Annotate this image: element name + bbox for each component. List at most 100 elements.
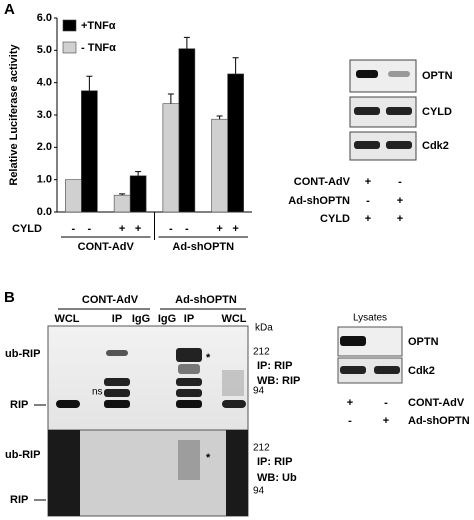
sign: - <box>169 223 173 235</box>
blot-panel-b: CONT-AdV Ad-shOPTN WCL IP IgG IgG IP WCL… <box>5 294 300 517</box>
band <box>386 107 412 115</box>
ip-label: IP: RIP <box>257 360 292 372</box>
blot <box>47 325 249 431</box>
sign: - <box>72 223 76 235</box>
condition-label: Ad-shOPTN <box>288 195 350 207</box>
bar <box>129 175 147 213</box>
lysates-title: Lysates <box>353 313 387 324</box>
marker: 212 <box>253 443 270 454</box>
band <box>104 389 130 397</box>
band-label: ub-RIP <box>5 348 40 360</box>
band <box>104 400 130 408</box>
bar <box>178 48 196 213</box>
ip-label: IP: RIP <box>257 456 292 468</box>
wb-label: WB: Ub <box>257 472 297 484</box>
error-bar <box>183 36 190 49</box>
sign: + <box>347 397 353 409</box>
legend-swatch <box>62 19 77 32</box>
lane-label: IgG <box>132 313 150 325</box>
sign: - <box>384 397 388 409</box>
band <box>176 389 202 397</box>
y-tick-label: 3.0 <box>37 109 52 121</box>
error-bar <box>167 93 174 104</box>
sign: - <box>185 223 189 235</box>
y-tick-label: 6.0 <box>37 12 52 24</box>
y-tick-label: 5.0 <box>37 44 52 56</box>
sign: + <box>135 223 141 235</box>
sign: + <box>216 223 222 235</box>
bar <box>65 179 82 213</box>
star: * <box>206 452 211 464</box>
sign: + <box>397 195 403 207</box>
band <box>386 141 412 149</box>
blot-label: OPTN <box>408 336 439 348</box>
band <box>176 378 202 386</box>
band <box>104 378 130 386</box>
bar <box>81 90 98 213</box>
sign: + <box>365 213 371 225</box>
group-label: CONT-AdV <box>78 241 135 253</box>
condition-label: CONT-AdV <box>294 176 351 188</box>
bar <box>227 73 244 213</box>
band-label: ub-RIP <box>5 449 40 461</box>
band <box>226 430 248 516</box>
star: * <box>206 352 211 364</box>
group-label: CONT-AdV <box>82 294 139 306</box>
y-axis-label: Relative Luciferase activity <box>8 44 20 186</box>
lane-label: WCL <box>54 313 79 325</box>
lane-label: WCL <box>221 313 246 325</box>
sign: - <box>88 223 92 235</box>
sign: - <box>366 195 370 207</box>
y-tick-label: 0.0 <box>37 206 52 218</box>
error-bar <box>232 57 239 74</box>
lane-label: IP <box>112 313 122 325</box>
condition-label: CONT-AdV <box>408 397 465 409</box>
blot-label: CYLD <box>422 106 452 118</box>
ns-label: ns <box>92 387 103 398</box>
lysates-panel: Lysates OPTN Cdk2 + - CONT-AdV - + Ad-sh… <box>337 313 470 427</box>
band <box>56 400 80 408</box>
sign: + <box>119 223 125 235</box>
band <box>374 366 400 374</box>
band <box>178 440 200 480</box>
marker: 94 <box>253 486 265 497</box>
band <box>176 348 202 362</box>
error-bar <box>216 115 223 120</box>
legend-label: - TNFα <box>81 42 116 54</box>
sign: + <box>232 223 238 235</box>
band-label: RIP <box>10 399 28 411</box>
blot-label: OPTN <box>422 70 453 82</box>
sign: + <box>397 213 403 225</box>
band <box>222 370 244 396</box>
row-label: CYLD <box>12 223 42 235</box>
lane-label: IP <box>184 313 194 325</box>
band <box>106 350 128 356</box>
bar <box>211 118 228 213</box>
y-tick-label: 2.0 <box>37 141 52 153</box>
sign: - <box>348 415 352 427</box>
bar <box>113 194 131 213</box>
marker: 94 <box>253 386 265 397</box>
band <box>356 70 378 78</box>
error-bar <box>119 193 126 196</box>
legend-label: +TNFα <box>81 20 116 32</box>
blot-label: Cdk2 <box>422 140 449 152</box>
wb-label: WB: RIP <box>257 375 300 387</box>
panel-label: A <box>4 1 15 18</box>
blot-label: Cdk2 <box>408 365 435 377</box>
band-label: RIP <box>10 494 28 506</box>
band <box>354 141 380 149</box>
group-label: Ad-shOPTN <box>175 294 237 306</box>
blot-panel-a: OPTN CYLD Cdk2 CONT-AdV + - Ad-shOPTN - … <box>288 59 453 225</box>
band <box>340 366 366 374</box>
bar <box>162 103 180 213</box>
marker-unit: kDa <box>255 323 273 334</box>
band <box>178 364 200 374</box>
y-tick-label: 1.0 <box>37 174 52 186</box>
panel-label: B <box>4 289 15 306</box>
sign: + <box>365 176 371 188</box>
legend-swatch <box>62 41 77 54</box>
marker: 212 <box>253 347 270 358</box>
band <box>48 430 80 516</box>
